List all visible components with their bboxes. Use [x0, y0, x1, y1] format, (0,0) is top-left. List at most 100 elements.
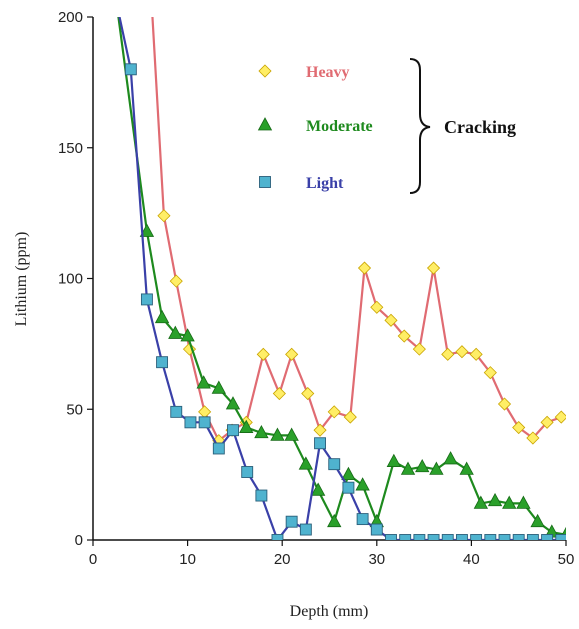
- data-point-light: [413, 534, 426, 540]
- legend-item-light: Light: [259, 175, 344, 192]
- data-point-moderate: [355, 477, 370, 491]
- data-point-light: [299, 523, 312, 536]
- series-layer: [117, 17, 566, 540]
- data-point-light: [455, 534, 468, 540]
- data-point-moderate: [487, 492, 503, 507]
- data-point-heavy: [483, 366, 497, 380]
- x-tick-label: 20: [274, 551, 291, 568]
- data-point-light: [484, 534, 497, 540]
- data-point-light: [555, 534, 566, 540]
- data-point-light: [470, 534, 483, 540]
- data-point-moderate: [429, 461, 444, 475]
- data-point-moderate: [473, 495, 489, 509]
- data-point-heavy: [357, 261, 372, 275]
- data-point-light: [498, 534, 511, 540]
- data-point-light: [328, 458, 341, 471]
- data-point-moderate: [459, 461, 474, 475]
- data-point-light: [370, 523, 383, 536]
- y-tick-label: 50: [66, 401, 83, 418]
- data-point-moderate: [154, 309, 170, 324]
- data-point-light: [314, 437, 326, 450]
- data-point-moderate: [196, 375, 211, 389]
- data-point-light: [124, 63, 137, 76]
- data-point-light: [184, 416, 197, 429]
- series-light: [118, 17, 566, 540]
- data-point-light: [441, 534, 454, 540]
- legend: Heavy Moderate Light: [257, 64, 373, 192]
- legend-label-heavy: Heavy: [306, 64, 350, 81]
- tick-labels: 0 10 20 30 40 50 0 50 100 150 200: [58, 9, 574, 568]
- data-point-light: [140, 293, 153, 306]
- data-point-moderate: [298, 456, 314, 470]
- data-point-heavy: [497, 397, 512, 411]
- data-point-heavy: [384, 313, 398, 327]
- data-point-moderate: [327, 513, 342, 528]
- data-point-light: [271, 534, 284, 540]
- data-point-moderate: [254, 424, 269, 439]
- series-line-moderate: [117, 17, 566, 536]
- data-point-moderate: [341, 466, 356, 481]
- data-point-light: [342, 481, 355, 494]
- legend-item-heavy: Heavy: [258, 64, 350, 81]
- data-point-light: [227, 424, 239, 437]
- axes: [87, 16, 567, 546]
- legend-item-moderate: Moderate: [257, 117, 373, 135]
- data-point-heavy: [169, 274, 183, 288]
- data-point-moderate: [139, 223, 155, 237]
- y-axis-label: Lithium (ppm): [13, 232, 30, 327]
- data-point-light: [156, 356, 169, 369]
- data-point-heavy: [526, 431, 540, 445]
- data-point-moderate: [400, 461, 416, 475]
- series-moderate: [117, 17, 566, 540]
- data-point-heavy: [370, 300, 384, 314]
- data-point-moderate: [530, 513, 545, 528]
- data-point-moderate: [211, 380, 226, 394]
- x-tick-label: 0: [89, 551, 97, 568]
- series-heavy: [151, 17, 566, 448]
- data-point-heavy: [301, 386, 315, 401]
- data-point-moderate: [415, 458, 430, 473]
- data-point-heavy: [397, 329, 411, 343]
- x-tick-label: 40: [463, 551, 480, 568]
- legend-marker-moderate: [257, 117, 273, 131]
- data-point-moderate: [180, 328, 195, 342]
- data-point-light: [512, 534, 525, 540]
- data-point-moderate: [284, 427, 299, 441]
- x-axis-label: Depth (mm): [290, 603, 369, 620]
- data-point-heavy: [455, 345, 469, 359]
- data-point-moderate: [443, 451, 458, 465]
- y-tick-label: 0: [75, 532, 83, 549]
- data-point-light: [170, 405, 183, 418]
- data-point-moderate: [310, 482, 326, 496]
- data-point-moderate: [225, 396, 241, 410]
- data-point-heavy: [272, 386, 286, 401]
- data-point-light: [385, 534, 397, 540]
- data-point-light: [241, 466, 254, 478]
- data-point-moderate: [239, 419, 254, 433]
- data-point-light: [427, 534, 440, 540]
- data-point-light: [198, 416, 211, 429]
- data-point-light: [255, 489, 268, 502]
- data-point-light: [526, 534, 539, 540]
- data-point-heavy: [426, 261, 441, 275]
- x-tick-label: 30: [368, 551, 385, 568]
- data-point-heavy: [512, 420, 526, 435]
- data-point-heavy: [343, 410, 357, 424]
- legend-label-moderate: Moderate: [306, 118, 373, 135]
- data-point-heavy: [540, 415, 554, 429]
- y-tick-label: 200: [58, 9, 83, 26]
- data-point-light: [541, 534, 554, 540]
- legend-marker-heavy: [258, 64, 272, 78]
- legend-label-light: Light: [306, 175, 344, 192]
- data-point-moderate: [516, 495, 531, 509]
- data-point-moderate: [386, 453, 401, 467]
- y-tick-label: 100: [58, 271, 83, 288]
- data-point-light: [212, 442, 225, 455]
- data-point-heavy: [285, 347, 299, 361]
- data-point-heavy: [412, 342, 426, 356]
- data-point-moderate: [168, 325, 183, 339]
- legend-bracket: [409, 58, 431, 194]
- data-point-heavy: [198, 405, 212, 419]
- data-point-heavy: [327, 405, 341, 419]
